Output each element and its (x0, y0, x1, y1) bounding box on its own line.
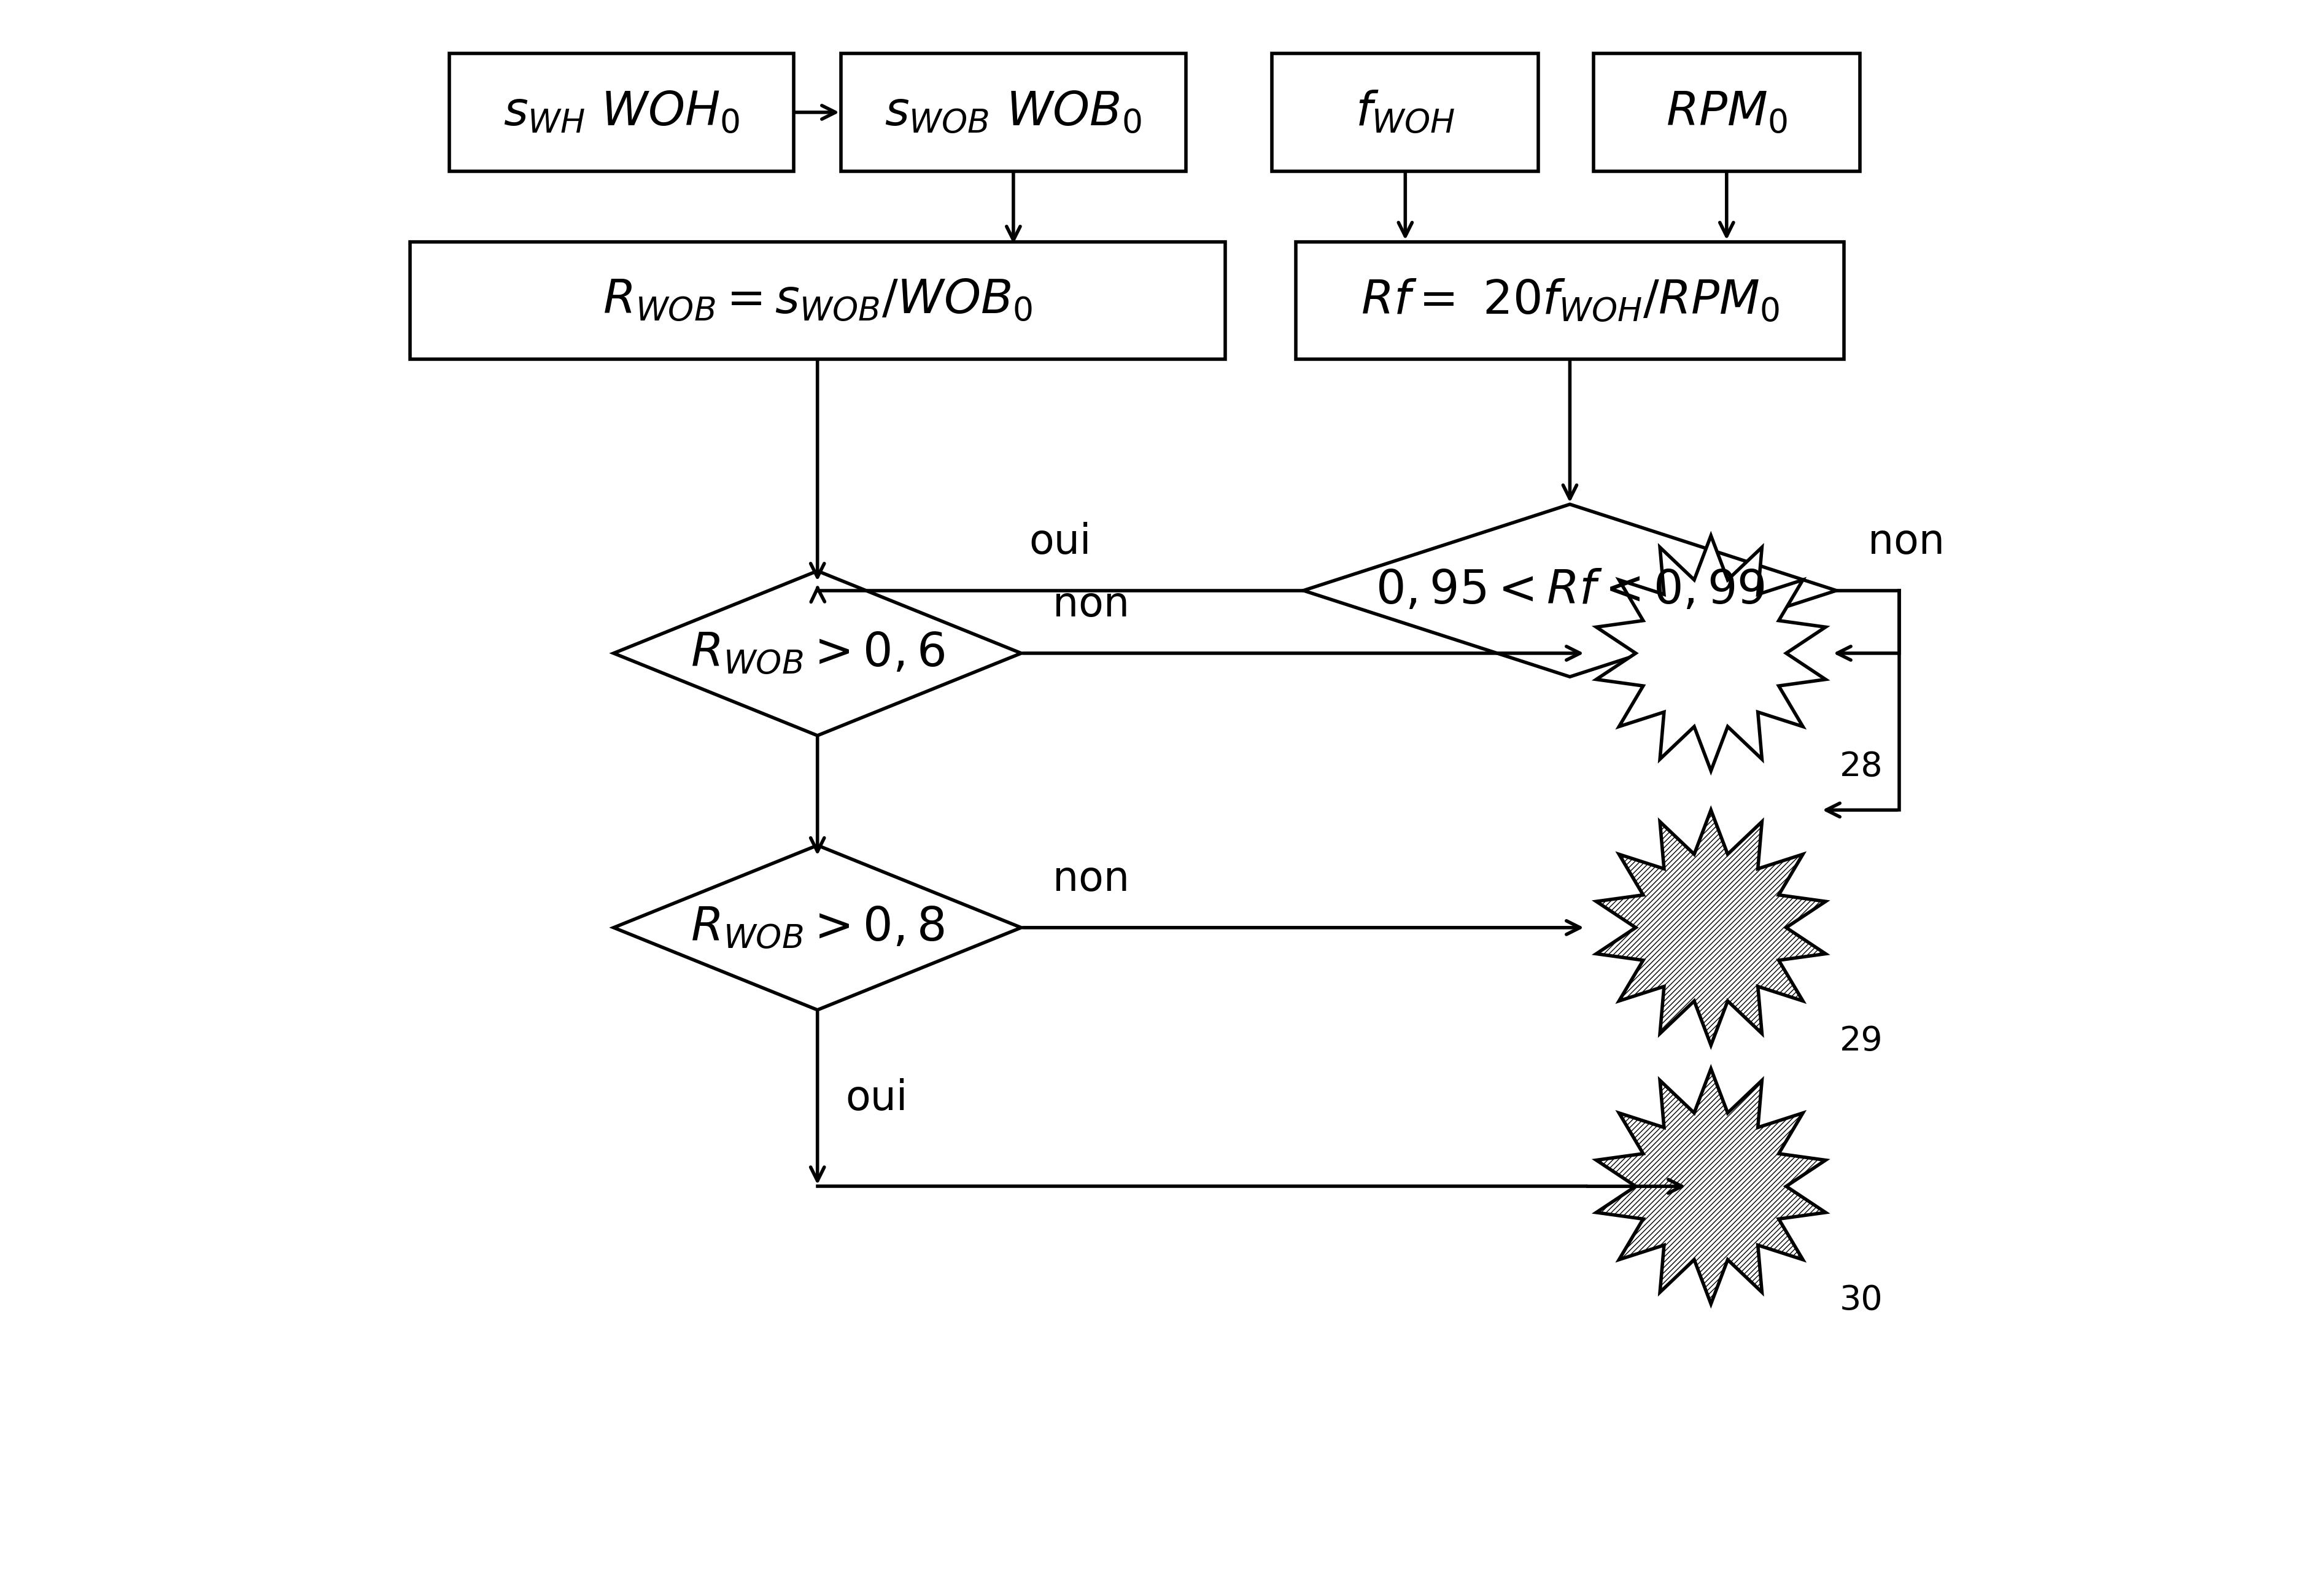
Text: oui: oui (846, 1078, 909, 1118)
Text: non: non (1866, 522, 1943, 562)
Text: oui: oui (1030, 522, 1092, 562)
Text: $R_{WOB}>0,6$: $R_{WOB}>0,6$ (690, 631, 944, 676)
Text: 30: 30 (1838, 1284, 1882, 1317)
Polygon shape (1597, 536, 1824, 771)
Polygon shape (614, 845, 1020, 1010)
Text: 28: 28 (1838, 750, 1882, 783)
Polygon shape (614, 571, 1020, 736)
Bar (1294, 242, 1843, 359)
Text: $s_{WOB}\ WOB_0$: $s_{WOB}\ WOB_0$ (885, 90, 1141, 135)
Text: $0,95<Rf<0,99$: $0,95<Rf<0,99$ (1376, 568, 1764, 613)
Polygon shape (1304, 505, 1836, 676)
Text: non: non (1053, 859, 1129, 900)
Bar (1271, 53, 1538, 171)
Bar (409, 242, 1225, 359)
Text: $R_{WOB}=s_{WOB}/WOB_0$: $R_{WOB}=s_{WOB}/WOB_0$ (602, 277, 1032, 324)
Polygon shape (1597, 810, 1824, 1044)
Text: non: non (1053, 585, 1129, 624)
Text: $R_{WOB}>0,8$: $R_{WOB}>0,8$ (690, 904, 944, 950)
Bar (449, 53, 795, 171)
Polygon shape (1597, 1068, 1824, 1304)
Text: $RPM_0$: $RPM_0$ (1666, 90, 1787, 135)
Text: $f_{WOH}$: $f_{WOH}$ (1355, 90, 1455, 135)
Bar (841, 53, 1185, 171)
Text: 29: 29 (1838, 1026, 1882, 1059)
Text: $s_{WH}\ WOH_0$: $s_{WH}\ WOH_0$ (502, 90, 739, 135)
Text: $Rf=\ 20f_{WOH}/RPM_0$: $Rf=\ 20f_{WOH}/RPM_0$ (1360, 277, 1778, 324)
Bar (1592, 53, 1859, 171)
